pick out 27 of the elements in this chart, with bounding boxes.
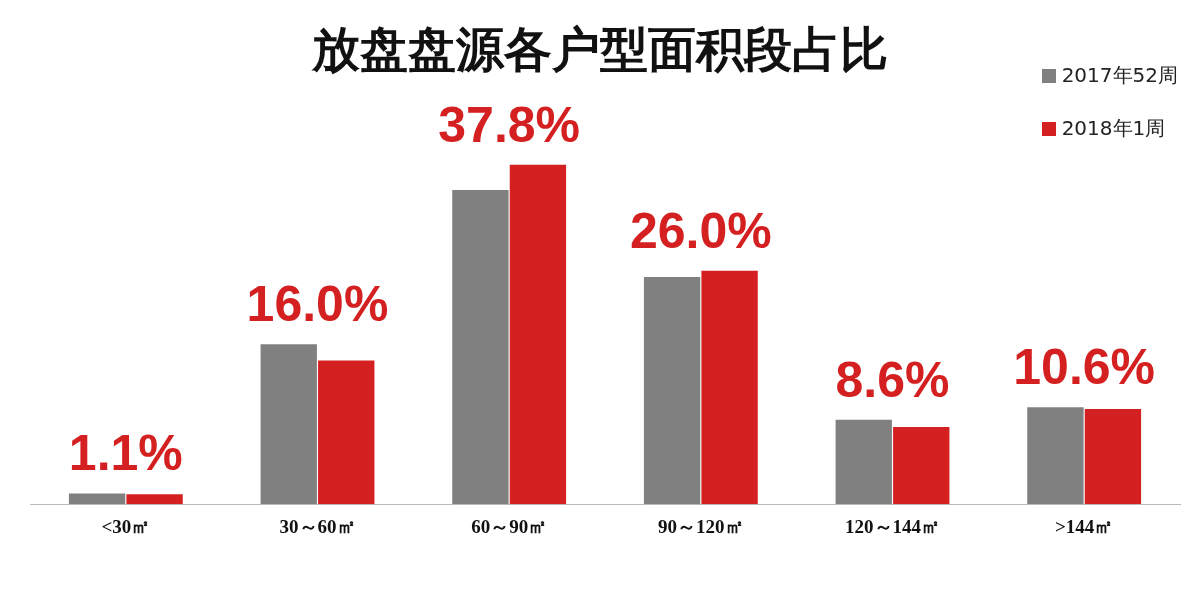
data-label: 37.8% bbox=[438, 96, 581, 153]
data-label: 10.6% bbox=[1013, 339, 1156, 395]
bar bbox=[643, 277, 701, 505]
x-tick-label: >144㎡ bbox=[1055, 515, 1114, 537]
bar bbox=[1027, 407, 1084, 505]
chart-title: 放盘盘源各户型面积段占比 bbox=[312, 21, 888, 77]
data-label: 26.0% bbox=[629, 202, 772, 259]
data-label: 1.1% bbox=[68, 425, 183, 482]
bar bbox=[835, 419, 892, 505]
bar bbox=[509, 164, 567, 505]
bar bbox=[452, 189, 509, 505]
x-tick-label: <30㎡ bbox=[101, 515, 151, 537]
data-label: 16.0% bbox=[246, 276, 389, 333]
x-tick-label: 90～120㎡ bbox=[658, 515, 744, 537]
legend-label: 2017年52周 bbox=[1061, 62, 1178, 89]
x-tick-label: 30～60㎡ bbox=[279, 515, 356, 537]
bar bbox=[260, 344, 317, 505]
data-label: 8.6% bbox=[835, 351, 950, 408]
x-tick-label: 120～144㎡ bbox=[845, 515, 940, 537]
bar bbox=[68, 493, 126, 505]
bar bbox=[126, 494, 183, 505]
bar bbox=[701, 270, 758, 505]
legend-label: 2018年1周 bbox=[1061, 115, 1166, 142]
bar bbox=[893, 426, 950, 505]
bar bbox=[318, 360, 375, 505]
bar bbox=[1084, 409, 1142, 505]
x-tick-label: 60～90㎡ bbox=[471, 515, 548, 537]
